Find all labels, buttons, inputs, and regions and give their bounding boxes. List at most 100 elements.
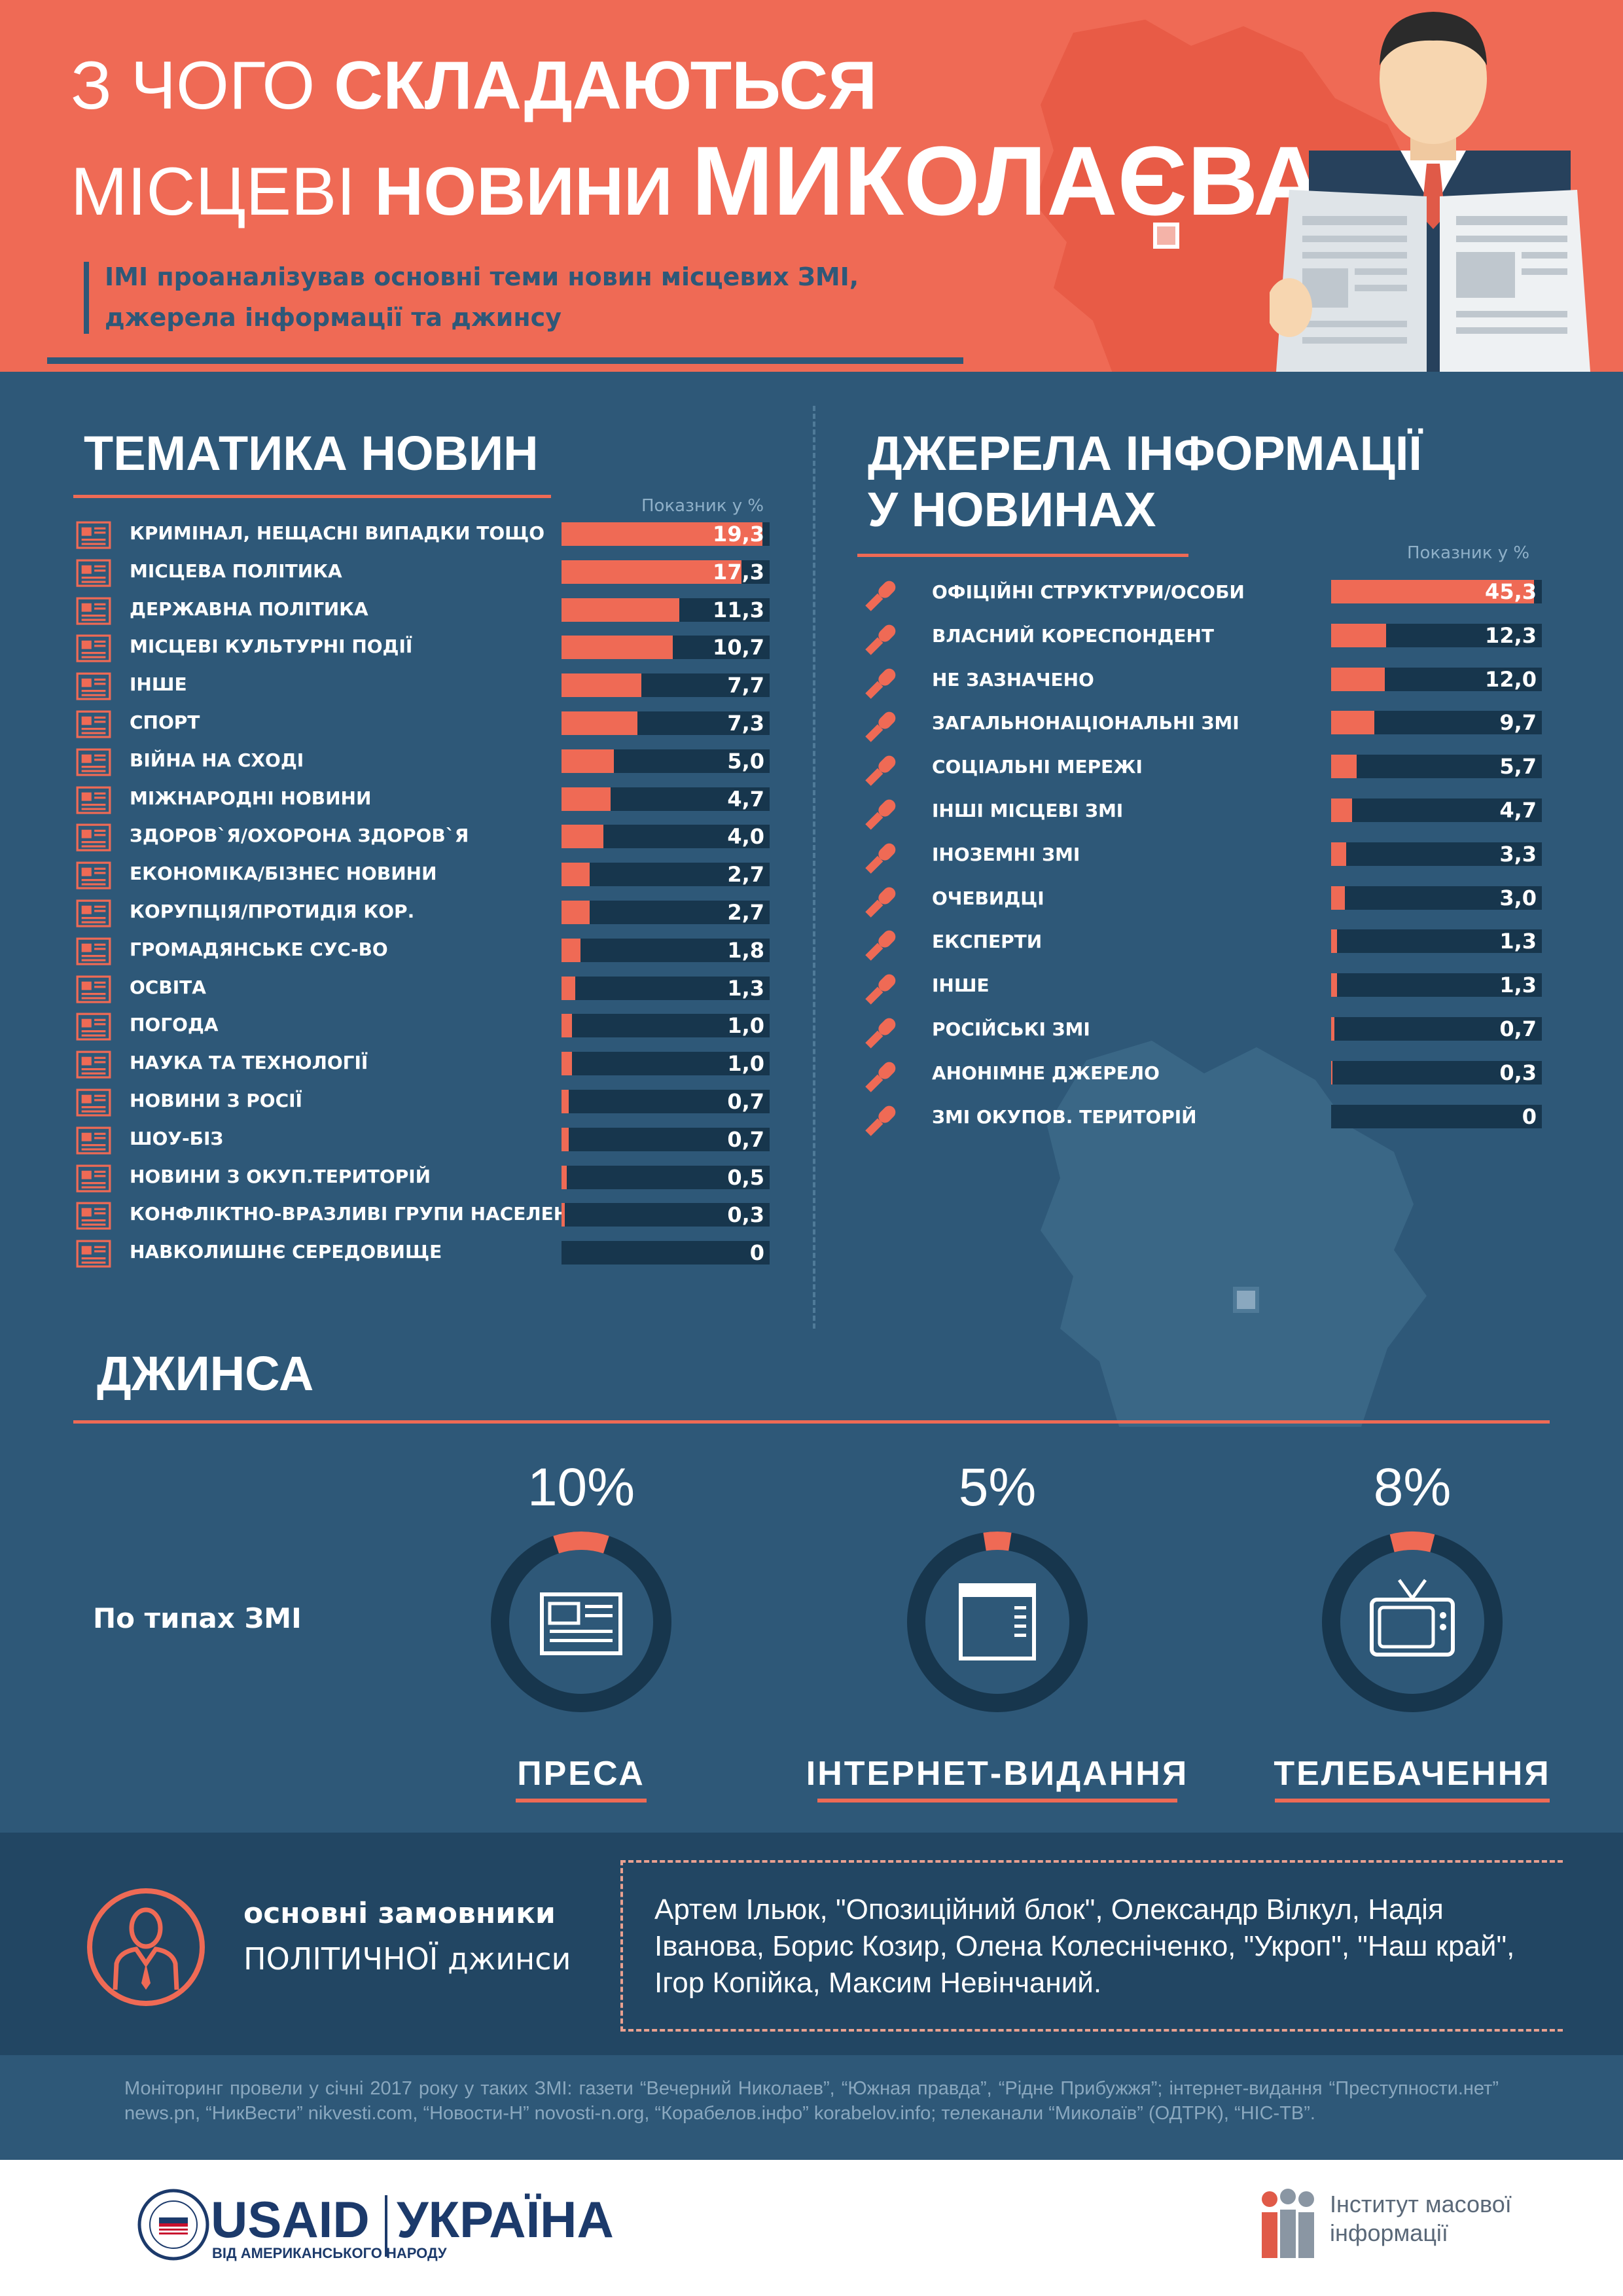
bar-row: КРИМІНАЛ, НЕЩАСНІ ВИПАДКИ ТОЩО 19,3 [76,521,770,559]
bar-track: 19,3 [562,522,770,546]
bar [562,560,742,584]
bar-label: СОЦІАЛЬНІ МЕРЕЖІ [932,756,1143,778]
bar-value-label: 0 [1522,1103,1537,1129]
newspaper-icon [76,861,111,892]
bar [1331,973,1337,997]
jeans-title: ДЖИНСА [97,1346,314,1401]
bar-label: ЕКСПЕРТИ [932,931,1043,953]
bar-row: ВІЙНА НА СХОДІ 5,0 [76,748,770,786]
bar-row: ПОГОДА 1,0 [76,1013,770,1050]
bar-value-label: 1,8 [727,937,764,963]
bar-row: НАВКОЛИШНЄ СЕРЕДОВИЩЕ 0 [76,1240,770,1278]
bar-row: ОСВІТА 1,3 [76,975,770,1013]
bar-track: 3,3 [1331,842,1542,866]
newspaper-icon [76,559,111,590]
by-media-type-label: По типах ЗМІ [93,1602,302,1634]
bar-track: 12,0 [1331,666,1542,692]
bar-track: 2,7 [562,901,770,924]
bar-track: 5,0 [562,749,770,773]
bar [562,938,580,962]
bar [1331,886,1345,910]
newspaper-icon [76,786,111,817]
bar-value-label: 1,3 [1499,973,1537,998]
jeans-title-rule [73,1420,1550,1424]
map-marker [1153,223,1179,249]
bar-label: ВЛАСНИЙ КОРЕСПОНДЕНТ [932,624,1215,647]
bar [562,863,590,887]
bar-track: 1,3 [1331,929,1542,954]
bar-value-label: 1,3 [727,975,764,1001]
bar [562,976,575,1000]
newspaper-icon [76,1126,111,1157]
bar [1331,580,1535,603]
newspaper-icon [76,1202,111,1232]
jeans-donut-arc [1322,1532,1503,1712]
bar-row: НАУКА ТА ТЕХНОЛОГІЇ 1,0 [76,1050,770,1088]
bar-track: 0,7 [562,1090,770,1113]
bar [562,673,642,698]
bar-row: МІСЦЕВА ПОЛІТИКА 17,3 [76,559,770,597]
bar-value-label: 0,3 [1499,1060,1537,1085]
bar-label: НОВИНИ З ОКУП.ТЕРИТОРІЙ [130,1165,431,1187]
person-in-circle-icon [87,1888,205,2006]
bar-row: ВЛАСНИЙ КОРЕСПОНДЕНТ 12,3 [861,620,1542,664]
bar-value-label: 12,0 [1485,666,1537,692]
bar-row: ШОУ-БІЗ 0,7 [76,1126,770,1164]
bar-track: 0 [1331,1103,1542,1129]
bar-value-label: 2,7 [727,862,764,888]
ukraine-wordmark: УКРАЇНА [397,2191,614,2248]
bar-track: 0,3 [562,1203,770,1227]
bar [562,598,679,622]
header-rule [47,357,963,364]
bar-value-label: 11,3 [713,597,764,622]
bar [1331,1017,1334,1041]
jeans-media-rule [1275,1799,1550,1803]
bar-label: МІСЦЕВА ПОЛІТИКА [130,560,342,582]
bar-track: 45,3 [1331,580,1542,603]
bar-track: 7,3 [562,711,770,735]
bar-row: НЕ ЗАЗНАЧЕНО 12,0 [861,664,1542,708]
bar-label: ШОУ-БІЗ [130,1127,224,1149]
bar-row: НОВИНИ З РОСІЇ 0,7 [76,1088,770,1126]
newspaper-icon [76,1050,111,1081]
jeans-donut-arc [907,1532,1088,1712]
sources-title-rule [857,554,1188,557]
bar-track: 1,8 [562,937,770,963]
page-title-line-2: МІСЦЕВІ НОВИНИ МИКОЛАЄВА [71,126,1325,236]
newspaper-icon [76,672,111,703]
newspaper-icon [540,1592,622,1655]
jeans-donut [1322,1532,1503,1712]
bar-row: КОНФЛІКТНО-ВРАЗЛИВІ ГРУПИ НАСЕЛЕННЯ 0,3 [76,1202,770,1240]
jeans-media-rule [817,1799,1177,1803]
bar-label: ЗДОРОВ`Я/ОХОРОНА ЗДОРОВ`Я [130,825,469,847]
bar-label: ЗМІ ОКУПОВ. ТЕРИТОРІЙ [932,1105,1197,1128]
newspaper-icon [76,823,111,854]
bar-value-label: 0 [749,1240,764,1266]
bar-row: ГРОМАДЯНСЬКЕ СУС-ВО 1,8 [76,937,770,975]
bar [1331,667,1385,691]
bar-label: ЗАГАЛЬНОНАЦІОНАЛЬНІ ЗМІ [932,712,1240,734]
bar-value-label: 19,3 [713,522,764,547]
bar-value-label: 4,7 [727,786,764,812]
bar-row: НОВИНИ З ОКУП.ТЕРИТОРІЙ 0,5 [76,1164,770,1202]
bar-value-label: 3,0 [1499,885,1537,910]
clients-list-text: Артем Ільюк, "Опозиційний блок", Олексан… [654,1893,1515,1999]
newspaper-icon [76,597,111,628]
bar-track: 2,7 [562,862,770,888]
bar-track: 0,5 [562,1165,770,1189]
sources-map-silhouette [1041,1041,1427,1427]
bar-label: МІСЦЕВІ КУЛЬТУРНІ ПОДІЇ [130,636,413,658]
bar-track: 1,3 [562,975,770,1001]
newspaper-icon [76,521,111,552]
bar-track: 1,0 [562,1052,770,1076]
man-reading-newspaper-illustration [1270,12,1590,372]
newspaper-icon [76,1240,111,1270]
column-divider [813,406,815,1329]
imi-logo-mark [1262,2189,1314,2258]
microphone-icon [861,620,901,662]
bar-value-label: 10,7 [713,635,764,660]
bar-label: ОСВІТА [130,976,206,998]
bar-row: СОЦІАЛЬНІ МЕРЕЖІ 5,7 [861,751,1542,795]
clients-dashed-frame [620,1860,1563,2032]
bar-label: ОФІЦІЙНІ СТРУКТУРИ/ОСОБИ [932,581,1245,603]
